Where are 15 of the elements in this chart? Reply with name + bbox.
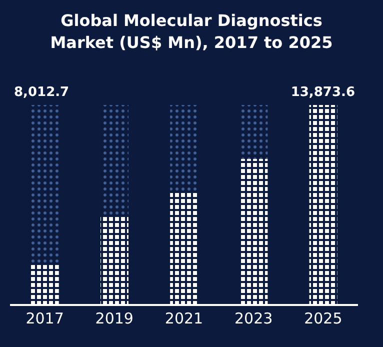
bar: [30, 263, 59, 305]
x-tick-label: 2019: [95, 310, 134, 328]
bar: [30, 105, 59, 263]
bar: [240, 105, 268, 159]
bar: [309, 105, 338, 305]
bar: [240, 159, 268, 305]
x-tick-label: 2017: [26, 310, 64, 328]
x-tick-label: 2023: [234, 310, 273, 328]
x-tick-label: 2021: [164, 310, 204, 328]
bar: [100, 217, 128, 305]
bar: [170, 193, 198, 305]
chart-title: Global Molecular Diagnostics Market (US$ Mn), 2017 to 2025: [49, 10, 334, 54]
text: 13,873.6: [290, 85, 355, 100]
x-tick-label: 2025: [304, 310, 342, 328]
text: 8,012.7: [14, 85, 70, 100]
